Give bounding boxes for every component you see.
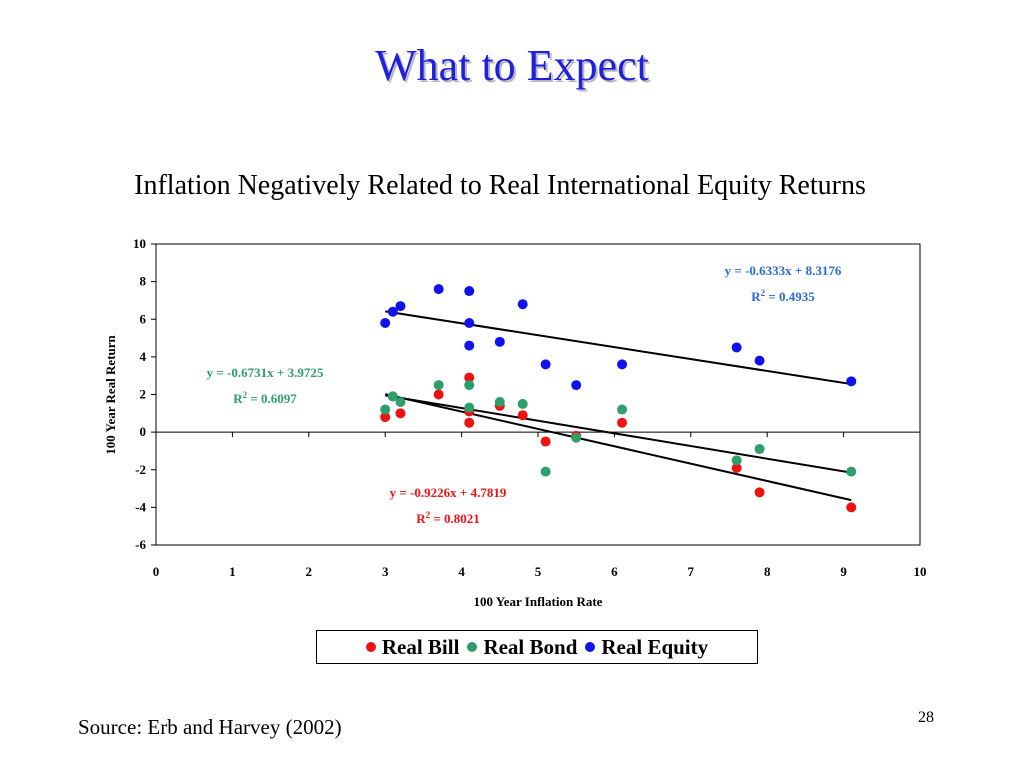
y-tick-label: -2 <box>135 462 146 477</box>
data-point <box>387 391 398 402</box>
data-point <box>540 466 551 477</box>
slide-subtitle: Inflation Negatively Related to Real Int… <box>134 170 866 201</box>
data-point <box>464 380 475 391</box>
trendlines <box>384 310 852 502</box>
data-points <box>380 284 857 513</box>
data-point <box>517 398 528 409</box>
bond-equation: y = -0.6731x + 3.9725 <box>207 365 324 380</box>
red-dot-icon <box>365 642 376 652</box>
x-tick-label: 10 <box>914 564 927 579</box>
data-point <box>395 397 406 408</box>
y-tick-label: 4 <box>140 349 147 364</box>
data-point <box>464 318 475 329</box>
x-tick-label: 7 <box>688 564 695 579</box>
data-point <box>517 410 528 421</box>
data-point <box>433 389 444 400</box>
data-point <box>731 342 742 353</box>
y-tick-label: 0 <box>140 424 147 439</box>
data-point <box>846 466 857 477</box>
data-point <box>846 502 857 513</box>
x-tick-label: 1 <box>229 564 236 579</box>
data-point <box>464 402 475 413</box>
source-note: Source: Erb and Harvey (2002) <box>78 715 342 739</box>
y-tick-label: 8 <box>140 274 147 289</box>
data-point <box>433 380 444 391</box>
legend-label: Real Bill <box>381 634 460 659</box>
data-point <box>464 286 475 297</box>
chart-legend: Real Bill Real Bond Real Equity <box>316 630 758 664</box>
data-point <box>464 417 475 428</box>
data-point <box>617 359 628 370</box>
legend-item-real-bond: Real Bond <box>467 635 577 660</box>
data-point <box>846 376 857 387</box>
trendline <box>385 310 852 386</box>
y-tick-label: -4 <box>135 499 146 514</box>
data-point <box>571 380 582 391</box>
data-point <box>494 397 505 408</box>
legend-item-real-equity: Real Equity <box>585 635 708 660</box>
x-tick-label: 8 <box>764 564 771 579</box>
data-point <box>387 306 398 317</box>
x-tick-label: 2 <box>306 564 313 579</box>
data-point <box>494 336 505 347</box>
y-tick-label: 10 <box>133 236 146 251</box>
data-point <box>464 340 475 351</box>
data-point <box>731 462 742 473</box>
data-point <box>731 455 742 466</box>
x-tick-label: 0 <box>153 564 160 579</box>
bill-equation: y = -0.9226x + 4.7819 <box>390 485 507 500</box>
x-tick-label: 4 <box>458 564 465 579</box>
y-tick-label: 6 <box>140 311 147 326</box>
bond-r2: R2 = 0.6097 <box>233 390 297 406</box>
data-point <box>540 436 551 447</box>
data-point <box>395 408 406 419</box>
chart-axes: 0 1 2 3 4 5 6 7 8 9 10 -6 -4 -2 0 2 4 6 8 10 <box>133 236 927 579</box>
data-point <box>395 301 406 312</box>
x-axis-label: 100 Year Inflation Rate <box>474 594 603 609</box>
data-point <box>754 355 765 366</box>
y-tick-label: 2 <box>140 387 147 402</box>
y-axis-label: 100 Year Real Return <box>103 334 118 454</box>
y-tick-label: -6 <box>135 537 146 552</box>
trendline <box>384 393 852 502</box>
data-point <box>464 372 475 383</box>
data-point <box>754 444 765 455</box>
equity-r2: R2 = 0.4935 <box>751 288 815 304</box>
x-tick-label: 3 <box>382 564 389 579</box>
x-tick-label: 5 <box>535 564 542 579</box>
data-point <box>571 432 582 443</box>
legend-item-real-bill: Real Bill <box>365 634 460 660</box>
data-point <box>540 359 551 370</box>
legend-label: Real Bond <box>483 634 578 659</box>
data-point <box>517 299 528 310</box>
data-point <box>617 404 628 415</box>
data-point <box>380 318 391 329</box>
equity-equation: y = -0.6333x + 8.3176 <box>725 263 842 278</box>
legend-label: Real Equity <box>601 634 709 659</box>
blue-dot-icon <box>585 642 596 652</box>
x-tick-label: 6 <box>611 564 618 579</box>
data-point <box>380 404 391 415</box>
data-point <box>754 487 765 498</box>
slide-title: What to Expect <box>375 41 649 90</box>
green-dot-icon <box>467 642 478 652</box>
data-point <box>380 412 391 423</box>
x-tick-label: 9 <box>840 564 847 579</box>
page-number: 28 <box>918 709 934 726</box>
data-point <box>433 284 444 295</box>
bill-r2: R2 = 0.8021 <box>416 510 480 526</box>
data-point <box>617 417 628 428</box>
trendline <box>385 394 852 474</box>
